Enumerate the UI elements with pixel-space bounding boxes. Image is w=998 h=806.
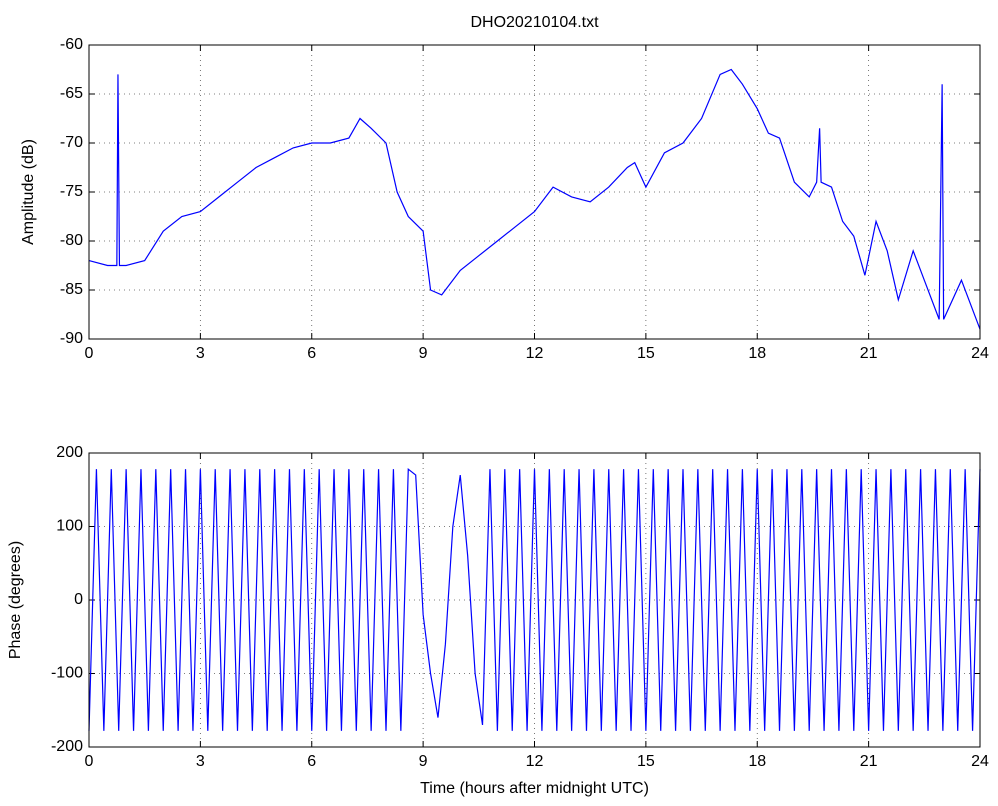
- x-tick-label: 21: [860, 753, 878, 770]
- y-tick-label: 200: [56, 444, 83, 461]
- x-axis-label: Time (hours after midnight UTC): [420, 780, 649, 797]
- y-axis-label: Phase (degrees): [7, 541, 24, 659]
- x-tick-label: 12: [526, 345, 544, 362]
- data-line: [88, 68, 981, 330]
- x-tick-label: 12: [526, 753, 544, 770]
- y-tick-label: 100: [56, 518, 83, 535]
- x-tick-label: 9: [419, 345, 428, 362]
- x-tick-label: 24: [971, 345, 989, 362]
- x-tick-label: 9: [419, 753, 428, 770]
- x-tick-label: 0: [85, 345, 94, 362]
- x-tick-label: 3: [196, 345, 205, 362]
- y-tick-label: 0: [74, 591, 83, 608]
- x-tick-label: 6: [307, 753, 316, 770]
- y-tick-label: -85: [60, 281, 83, 298]
- x-tick-label: 18: [748, 345, 766, 362]
- x-tick-label: 21: [860, 345, 878, 362]
- x-tick-label: 15: [637, 345, 655, 362]
- axes-frame: [88, 452, 981, 748]
- x-tick-label: 18: [748, 753, 766, 770]
- x-tick-label: 24: [971, 753, 989, 770]
- y-axis-label: Amplitude (dB): [20, 139, 37, 245]
- y-tick-label: -90: [60, 330, 83, 347]
- y-tick-label: -80: [60, 232, 83, 249]
- x-tick-label: 6: [307, 345, 316, 362]
- y-tick-label: -70: [60, 134, 83, 151]
- data-line: [88, 467, 981, 731]
- x-tick-label: 15: [637, 753, 655, 770]
- x-tick-label: 0: [85, 753, 94, 770]
- y-tick-label: -100: [51, 665, 83, 682]
- y-tick-label: -65: [60, 85, 83, 102]
- y-tick-label: -200: [51, 738, 83, 755]
- axes-frame: [88, 44, 981, 340]
- chart-title: DHO20210104.txt: [470, 14, 599, 31]
- y-tick-label: -75: [60, 183, 83, 200]
- x-tick-label: 3: [196, 753, 205, 770]
- y-tick-label: -60: [60, 36, 83, 53]
